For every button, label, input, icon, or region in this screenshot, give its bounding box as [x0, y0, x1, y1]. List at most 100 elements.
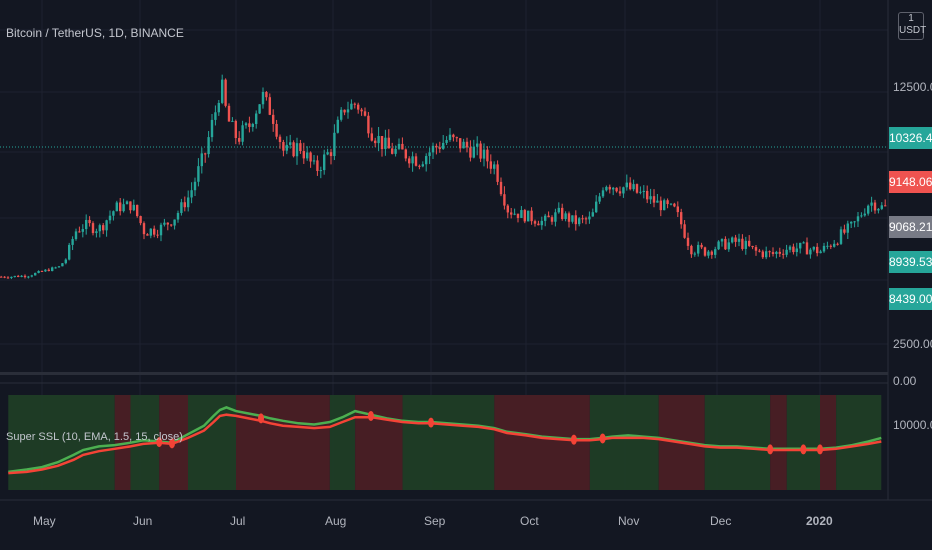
price-tag-ssl-up: 8939.53	[889, 251, 932, 273]
regime-band	[402, 395, 495, 490]
candle-body	[261, 91, 265, 105]
candle-body	[802, 242, 805, 244]
candle-body	[513, 213, 516, 215]
candle-body	[292, 142, 295, 157]
signal-marker	[169, 438, 175, 449]
signal-marker	[570, 434, 577, 445]
candle-body	[578, 218, 581, 225]
candle-body	[758, 250, 761, 252]
candle-body	[323, 154, 326, 171]
candle-body	[13, 275, 16, 277]
regime-band	[236, 395, 330, 490]
candle-body	[632, 184, 635, 190]
candle-body	[741, 238, 744, 249]
candle-body	[428, 152, 431, 157]
time-axis-label: Sep	[424, 514, 446, 528]
candle-body	[85, 219, 88, 230]
candle-body	[867, 205, 870, 214]
candle-body	[642, 190, 645, 192]
candle-body	[472, 146, 475, 158]
candle-body	[377, 135, 380, 144]
candle-body	[693, 253, 696, 255]
candle-body	[826, 245, 829, 247]
candle-body	[795, 248, 798, 253]
regime-band	[786, 395, 820, 490]
candle-body	[751, 245, 754, 248]
signal-marker	[258, 413, 265, 424]
time-axis-label: May	[33, 514, 56, 528]
candle-body	[326, 152, 329, 155]
candle-body	[170, 224, 173, 226]
candle-body	[30, 275, 33, 277]
candle-body	[452, 134, 455, 138]
candle-body	[44, 269, 47, 272]
candle-body	[17, 275, 20, 277]
candle-body	[136, 204, 139, 217]
candle-body	[129, 201, 132, 211]
candle-body	[23, 275, 27, 278]
candle-body	[880, 205, 883, 209]
candle-body	[761, 251, 764, 258]
candle-body	[336, 119, 339, 133]
candle-body	[418, 165, 421, 167]
candle-body	[333, 132, 336, 157]
candle-body	[81, 229, 84, 232]
candle-body	[629, 182, 632, 190]
candle-body	[673, 203, 676, 207]
candle-body	[346, 109, 350, 113]
symbol-title[interactable]: Bitcoin / TetherUS, 1D, BINANCE	[6, 26, 184, 40]
candle-body	[819, 251, 822, 254]
candle-body	[884, 205, 887, 207]
candle-body	[734, 237, 737, 242]
candle-body	[697, 244, 700, 254]
candle-body	[380, 135, 384, 150]
candle-body	[153, 228, 156, 235]
candle-body	[598, 196, 601, 202]
candle-body	[676, 206, 679, 213]
candle-body	[465, 141, 469, 148]
currency-button[interactable]: 1 USDT	[898, 12, 926, 40]
candle-body	[843, 229, 846, 233]
candle-body	[268, 97, 271, 115]
candle-body	[754, 247, 758, 251]
candle-body	[499, 181, 503, 195]
candle-body	[591, 212, 594, 217]
currency-label-top: 1	[908, 13, 914, 24]
candle-body	[255, 113, 258, 124]
candle-body	[299, 143, 302, 152]
candle-body	[210, 119, 214, 138]
candle-body	[231, 120, 234, 122]
time-axis-label: Aug	[325, 514, 347, 528]
candle-body	[540, 220, 543, 226]
indicator-title[interactable]: Super SSL (10, EMA, 1.5, 15, close)	[6, 431, 183, 443]
indicator-axis-label: 10000.00	[893, 418, 932, 432]
candle-body	[187, 197, 190, 208]
candle-body	[88, 219, 91, 224]
candle-body	[829, 245, 832, 247]
candle-body	[601, 190, 605, 197]
candle-body	[78, 231, 81, 233]
candle-body	[438, 147, 441, 149]
candle-body	[295, 143, 299, 157]
price-tag-last: 10326.46	[889, 127, 932, 149]
candle-body	[316, 160, 319, 171]
candle-body	[306, 152, 309, 159]
time-axis-label: Jun	[133, 514, 153, 528]
candle-body	[6, 277, 10, 279]
candle-body	[98, 225, 101, 232]
candle-body	[159, 224, 163, 236]
candle-body	[574, 215, 577, 225]
candle-body	[595, 201, 598, 213]
candle-body	[584, 218, 588, 220]
candle-body	[176, 212, 180, 220]
candle-body	[615, 187, 618, 192]
candle-body	[683, 224, 686, 238]
candle-body	[95, 231, 98, 234]
candle-body	[163, 222, 166, 225]
candle-body	[445, 140, 448, 143]
candle-body	[173, 219, 176, 226]
candle-body	[272, 114, 275, 124]
signal-marker	[156, 437, 163, 448]
candle-body	[496, 164, 499, 182]
